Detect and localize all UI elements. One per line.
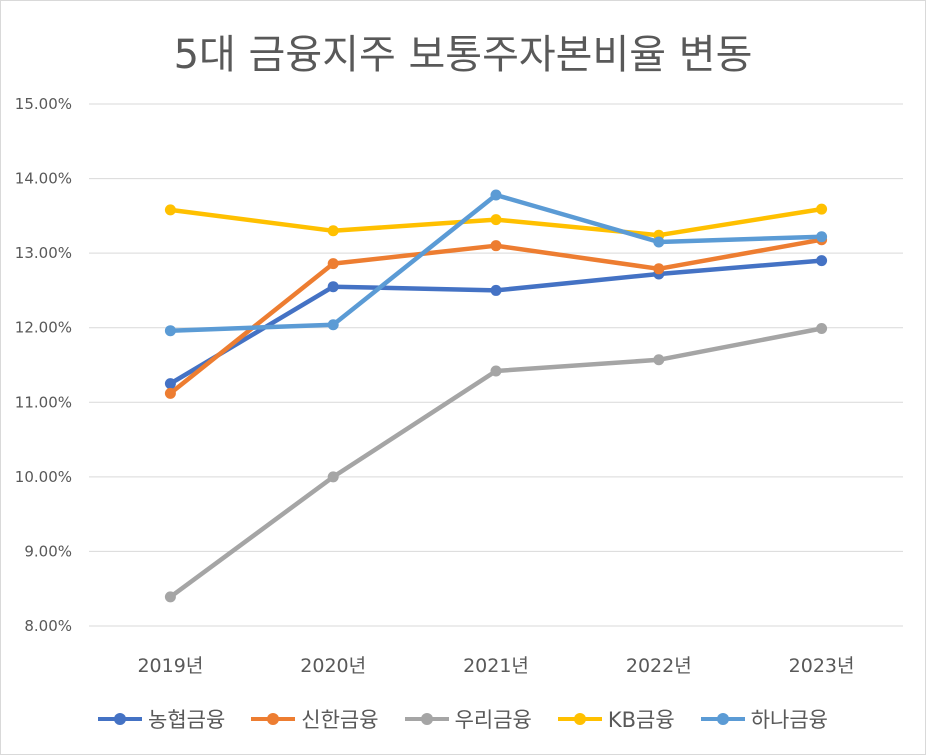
- data-point: [490, 214, 502, 226]
- data-point: [816, 255, 828, 267]
- data-point: [816, 231, 828, 243]
- legend-item: KB금융: [557, 704, 675, 734]
- legend-label: 농협금융: [148, 708, 226, 732]
- data-point: [327, 258, 339, 270]
- legend-item: 하나금융: [700, 704, 828, 734]
- data-point: [164, 325, 176, 337]
- legend-swatch: [700, 712, 745, 726]
- legend-label: 우리금융: [454, 708, 532, 732]
- legend-item: 농협금융: [98, 704, 225, 734]
- chart-title: 5대 금융지주 보통주자본비율 변동: [173, 32, 753, 78]
- data-point: [653, 354, 665, 366]
- data-point: [164, 591, 176, 603]
- data-point: [327, 319, 339, 331]
- x-tick-label: 2019년: [137, 655, 203, 677]
- y-tick-label: 14.00%: [15, 170, 72, 188]
- y-tick-label: 12.00%: [15, 319, 72, 337]
- data-point: [816, 203, 828, 215]
- legend-swatch: [557, 712, 602, 726]
- data-point: [653, 263, 665, 275]
- legend-swatch: [404, 712, 449, 726]
- data-point: [490, 240, 502, 252]
- legend-item: 우리금융: [404, 704, 532, 734]
- data-point: [816, 322, 828, 334]
- y-tick-label: 11.00%: [15, 393, 72, 411]
- x-axis-ticks: 2019년 2020년 2021년 2022년 2023년: [137, 655, 854, 677]
- legend-label: KB금융: [607, 708, 675, 732]
- data-point: [164, 378, 176, 390]
- data-point: [164, 387, 176, 399]
- data-point: [653, 236, 665, 248]
- x-tick-label: 2021년: [463, 655, 529, 677]
- legend-swatch: [251, 712, 296, 726]
- series-line: [168, 258, 824, 386]
- x-tick-label: 2022년: [626, 655, 692, 677]
- y-tick-label: 13.00%: [15, 244, 72, 262]
- x-tick-label: 2020년: [300, 655, 366, 677]
- y-tick-label: 9.00%: [24, 542, 72, 560]
- data-point: [327, 281, 339, 293]
- x-tick-label: 2023년: [789, 655, 855, 677]
- data-point: [327, 471, 339, 483]
- y-tick-label: 8.00%: [24, 617, 72, 635]
- data-point: [164, 204, 176, 216]
- legend-item: 신한금융: [251, 704, 379, 734]
- data-point: [327, 225, 339, 237]
- y-tick-label: 10.00%: [15, 468, 72, 486]
- y-tick-label: 15.00%: [15, 95, 72, 113]
- legend-label: 신한금융: [301, 708, 379, 732]
- series-points: [164, 189, 828, 603]
- data-point: [490, 284, 502, 296]
- series-lines: [168, 192, 824, 600]
- legend: 농협금융 신한금융 우리금융 KB금융 하나금융: [0, 704, 926, 734]
- data-point: [490, 365, 502, 377]
- gridlines: [89, 103, 903, 627]
- legend-label: 하나금융: [750, 708, 828, 732]
- y-axis-ticks: 8.00% 9.00% 10.00% 11.00% 12.00% 13.00% 14.00%…: [15, 95, 72, 635]
- legend-swatch: [98, 712, 143, 726]
- data-point: [490, 189, 502, 201]
